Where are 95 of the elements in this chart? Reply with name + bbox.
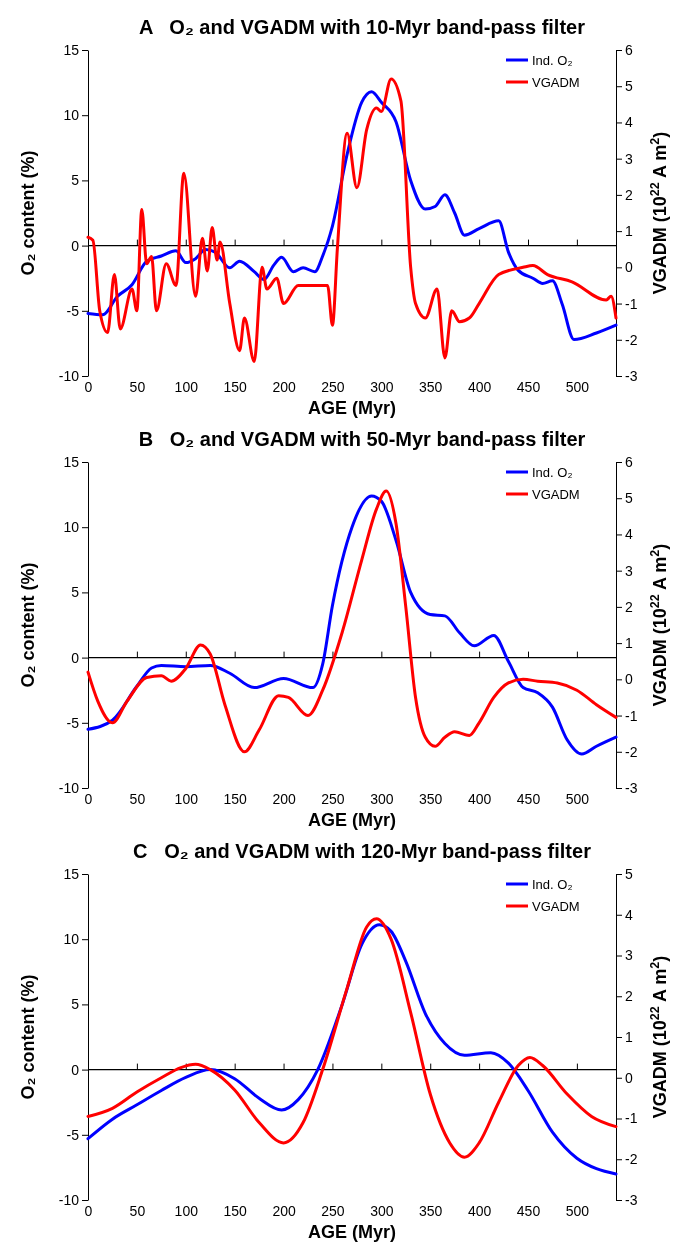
y2-tick-label: -2 [625,331,638,348]
y2-tick-label: 4 [625,906,633,923]
x-tick-label: 100 [174,378,199,395]
y-tick-label: 5 [71,996,80,1013]
y2-tick-label: 0 [625,1069,633,1086]
x-axis-title: AGE (Myr) [307,398,397,418]
y2-tick-label: 4 [625,114,633,131]
legend-label: VGADM [532,899,580,914]
y-tick-label: -5 [66,302,80,319]
y2-tick-label: -1 [625,707,638,724]
x-tick-label: 350 [419,378,443,395]
x-tick-label: 50 [129,790,146,807]
x-tick-label: 150 [223,1202,248,1219]
y-tick-label: 10 [63,519,80,536]
y2-tick-label: 0 [625,259,633,276]
y2-tick-label: -3 [625,779,638,796]
legend-label: Ind. O₂ [532,465,573,480]
y2-tick-label: -3 [625,367,638,384]
y2-tick-label: 3 [625,947,633,964]
y2-tick-label: -1 [625,295,638,312]
y2-tick-label: 3 [625,562,633,579]
x-axis-title: AGE (Myr) [307,810,397,830]
y2-tick-label: 2 [625,988,633,1005]
y-tick-label: 10 [63,107,80,124]
x-tick-label: 200 [272,378,296,395]
y2-tick-label: -2 [625,743,638,760]
y2-tick-label: 5 [625,78,633,95]
y-tick-label: 5 [71,172,80,189]
y2-tick-label: 2 [625,186,633,203]
y2-tick-label: 5 [625,865,633,882]
y-axis-title: O₂ content (%) [18,150,38,276]
x-tick-label: 0 [84,790,93,807]
x-tick-label: 450 [516,378,541,395]
legend-label: Ind. O₂ [532,53,573,68]
legend-label: VGADM [532,487,580,502]
x-tick-label: 200 [272,790,296,807]
y-tick-label: 0 [71,649,80,666]
x-tick-label: 50 [129,1202,146,1219]
y-tick-label: 5 [71,584,80,601]
y2-tick-label: 1 [625,223,633,240]
y2-tick-label: 1 [625,1028,633,1045]
x-tick-label: 450 [516,1202,541,1219]
y-tick-label: -5 [66,714,80,731]
y2-tick-label: 2 [625,598,633,615]
x-tick-label: 500 [565,1202,590,1219]
y-tick-label: -10 [58,779,80,796]
y-tick-label: 0 [71,1061,80,1078]
x-tick-label: 200 [272,1202,296,1219]
y-tick-label: -10 [58,367,80,384]
x-tick-label: 0 [84,1202,93,1219]
x-tick-label: 250 [321,1202,345,1219]
y-tick-label: 15 [63,453,80,470]
y-tick-label: 15 [63,41,80,58]
x-tick-label: 300 [370,790,394,807]
y-tick-label: 10 [63,931,80,948]
y2-tick-label: 1 [625,635,633,652]
x-tick-label: 500 [565,378,590,395]
x-tick-label: 150 [223,378,248,395]
chart-title: C O₂ and VGADM with 120-Myr band-pass filter [133,840,592,862]
x-tick-label: 350 [419,790,443,807]
y-tick-label: 15 [63,865,80,882]
y2-tick-label: 0 [625,671,633,688]
x-tick-label: 100 [174,1202,199,1219]
y-tick-label: 0 [71,237,80,254]
y2-tick-label: 5 [625,490,633,507]
y-tick-label: -10 [58,1191,80,1208]
x-tick-label: 400 [467,790,492,807]
y2-tick-label: -1 [625,1110,638,1127]
y2-tick-label: 3 [625,150,633,167]
x-tick-label: 400 [467,1202,492,1219]
x-tick-label: 50 [129,378,146,395]
y2-tick-label: -3 [625,1191,638,1208]
y-axis-title: O₂ content (%) [18,562,38,688]
y2-tick-label: 6 [625,41,633,58]
y2-tick-label: 4 [625,526,633,543]
x-tick-label: 250 [321,378,345,395]
x-tick-label: 500 [565,790,590,807]
x-axis-title: AGE (Myr) [307,1222,397,1242]
x-tick-label: 100 [174,790,199,807]
x-tick-label: 250 [321,790,345,807]
x-tick-label: 300 [370,1202,394,1219]
x-tick-label: 150 [223,790,248,807]
chart-title: B O₂ and VGADM with 50-Myr band-pass filter [138,428,586,450]
y2-tick-label: 6 [625,453,633,470]
x-tick-label: 350 [419,1202,443,1219]
y-axis-title: O₂ content (%) [18,974,38,1100]
x-tick-label: 400 [467,378,492,395]
y-tick-label: -5 [66,1126,80,1143]
legend-label: Ind. O₂ [532,877,573,892]
x-tick-label: 450 [516,790,541,807]
y2-tick-label: -2 [625,1151,638,1168]
x-tick-label: 300 [370,378,394,395]
legend-label: VGADM [532,75,580,90]
x-tick-label: 0 [84,378,93,395]
chart-title: A O₂ and VGADM with 10-Myr band-pass filter [139,16,586,38]
